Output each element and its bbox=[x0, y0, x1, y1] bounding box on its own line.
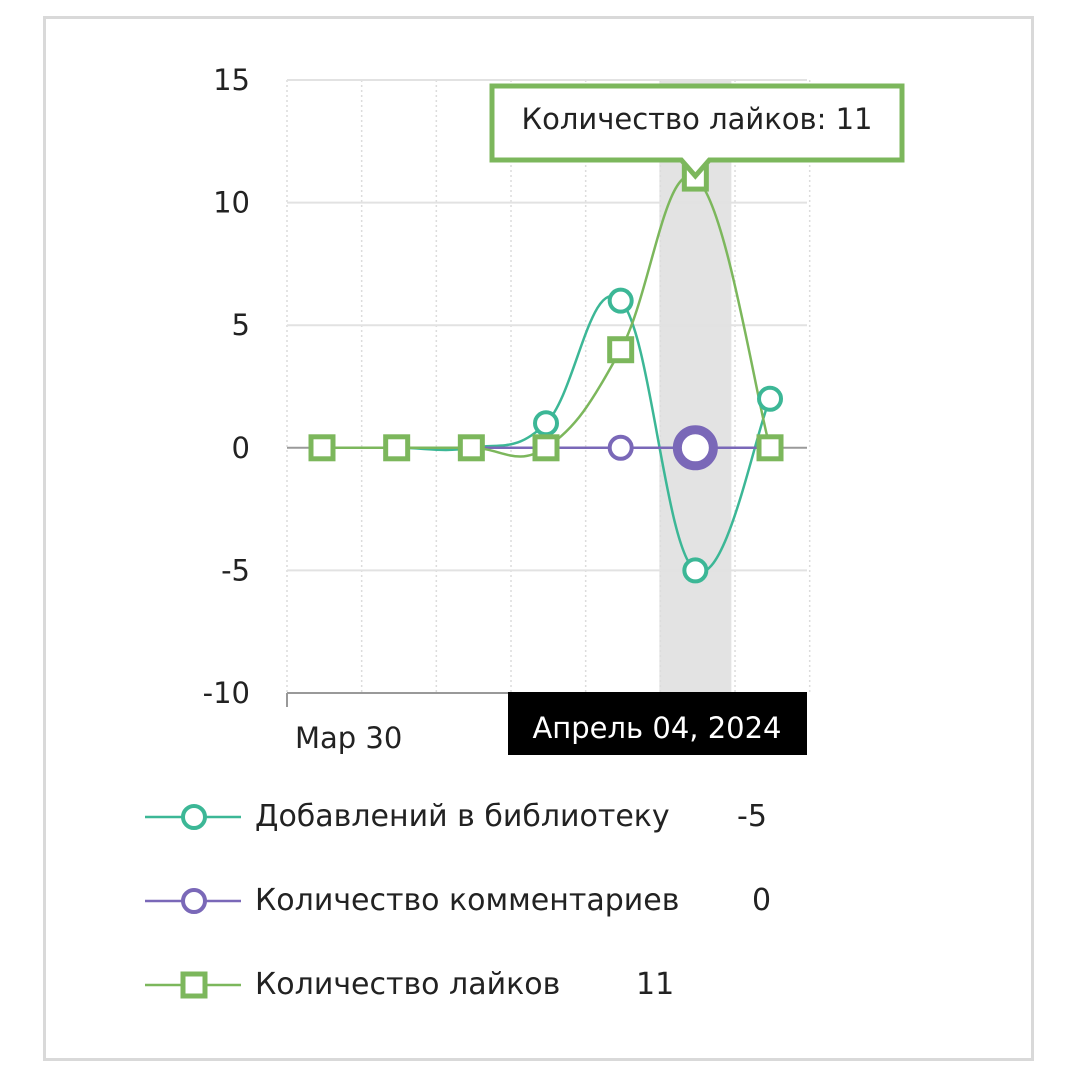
x-tick-label: Мар 30 bbox=[295, 721, 402, 755]
legend-value: 0 bbox=[752, 883, 772, 918]
point-marker bbox=[383, 434, 411, 462]
legend-item[interactable]: Количество комментариев 0 bbox=[145, 879, 845, 923]
legend-item[interactable]: Количество лайков 11 bbox=[145, 963, 845, 1007]
y-tick-label: -10 bbox=[203, 676, 250, 710]
legend-swatch-icon bbox=[145, 888, 241, 914]
point-marker bbox=[757, 385, 784, 412]
tooltip-box bbox=[489, 83, 905, 180]
point-marker bbox=[457, 434, 485, 462]
y-tick-label: 10 bbox=[213, 186, 250, 220]
legend-swatch-marker bbox=[181, 804, 207, 830]
vertical-grid bbox=[286, 80, 811, 693]
legend-value: -5 bbox=[737, 799, 767, 834]
tooltip-text: Количество лайков: 11 bbox=[522, 102, 873, 136]
point-marker bbox=[308, 434, 336, 462]
y-tick-label: -5 bbox=[221, 553, 250, 587]
date-label: Апрель 04, 2024 bbox=[508, 692, 807, 755]
series-line-3 bbox=[322, 174, 772, 458]
point-marker bbox=[532, 434, 560, 462]
y-tick-label: 15 bbox=[213, 63, 250, 97]
point-marker bbox=[672, 425, 718, 471]
point-marker bbox=[533, 410, 560, 437]
point-marker bbox=[756, 434, 784, 462]
point-marker bbox=[607, 336, 635, 364]
legend-value: 11 bbox=[636, 967, 675, 1002]
chart-card bbox=[43, 16, 1034, 1061]
y-axis-ticks: 15 10 5 0 -5 -10 bbox=[203, 63, 250, 710]
legend-label: Добавлений в библиотеку bbox=[255, 799, 670, 834]
legend-swatch-icon bbox=[145, 971, 241, 999]
legend-swatch-marker bbox=[180, 971, 208, 999]
legend-label: Количество лайков bbox=[255, 967, 561, 1002]
legend-label: Количество комментариев bbox=[255, 883, 680, 918]
legend-item[interactable]: Добавлений в библиотеку -5 bbox=[145, 795, 845, 839]
point-marker bbox=[607, 287, 634, 314]
y-tick-label: 0 bbox=[232, 431, 250, 465]
date-label-box bbox=[508, 692, 807, 755]
legend-swatch-marker bbox=[181, 888, 207, 914]
legend-swatch-icon bbox=[145, 804, 241, 830]
point-marker bbox=[682, 557, 709, 584]
series-markers bbox=[308, 164, 784, 584]
tooltip: Количество лайков: 11 bbox=[489, 83, 905, 180]
date-label-text: Апрель 04, 2024 bbox=[532, 711, 781, 745]
point-marker bbox=[607, 434, 634, 461]
y-tick-label: 5 bbox=[232, 308, 250, 342]
